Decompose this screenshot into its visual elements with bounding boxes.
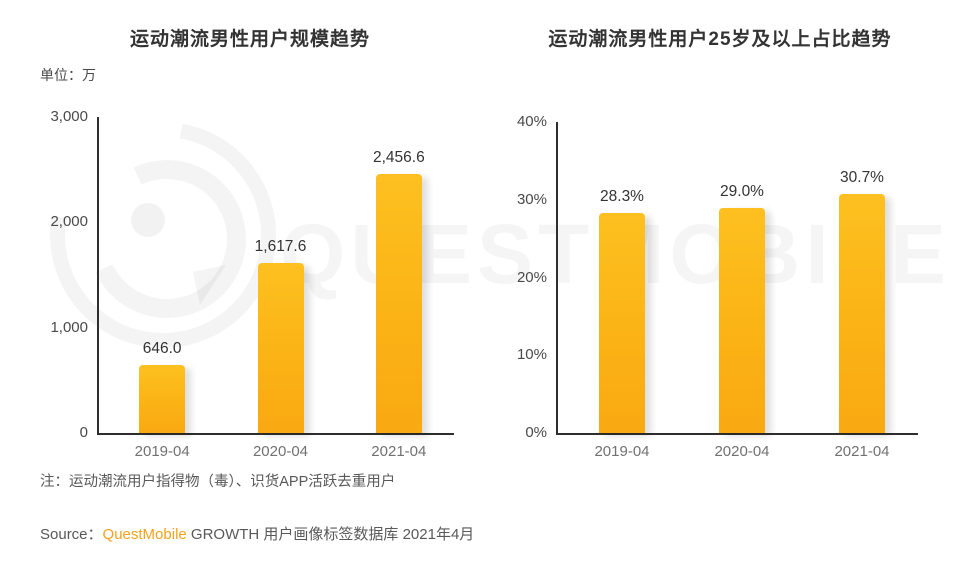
left-chart-title: 运动潮流男性用户规模趋势 [129, 29, 370, 50]
x-axis-category-label: 2021-04 [834, 443, 890, 460]
chart-note: 注：运动潮流用户指得物（毒）、识货APP活跃去重用户 [40, 474, 396, 490]
y-axis-tick-label: 1,000 [50, 318, 88, 336]
x-axis-category-label: 2020-04 [252, 443, 309, 460]
x-axis-category-label: 2019-04 [134, 443, 190, 460]
source-suffix: GROWTH 用户画像标签数据库 2021年4月 [186, 526, 475, 543]
bar-2019-04 [599, 213, 645, 433]
bar-2020-04 [257, 263, 304, 433]
bar-2020-04 [719, 208, 765, 433]
source-prefix: Source： [40, 526, 103, 543]
bar-2021-04 [839, 194, 885, 433]
bar-value-label: 28.3% [600, 188, 644, 205]
y-axis-tick-label: 0% [525, 424, 547, 441]
right-chart-title: 运动潮流男性用户25岁及以上占比趋势 [548, 29, 892, 50]
y-axis-tick-label: 0 [79, 424, 88, 441]
y-axis-tick-label: 10% [516, 346, 547, 364]
bar-value-label: 2,456.6 [372, 149, 425, 166]
y-axis-tick-label: 30% [516, 190, 547, 208]
source-brand: QuestMobile [102, 526, 187, 543]
bar-2019-04 [139, 365, 186, 433]
x-axis-category-label: 2021-04 [371, 443, 427, 460]
y-axis-tick-label: 3,000 [50, 108, 88, 125]
bar-value-label: 1,617.6 [254, 238, 307, 255]
bar-value-label: 646.0 [142, 340, 182, 357]
bar-2021-04 [375, 174, 422, 433]
y-axis-tick-label: 40% [516, 113, 547, 130]
y-axis-tick-label: 2,000 [50, 213, 88, 231]
source-line: Source：QuestMobile GROWTH 用户画像标签数据库 2021… [40, 523, 474, 544]
left-bar-chart-plot: 0 1,000 2,000 3,000 646.0 2019-04 1,617.6 2020-… [50, 108, 454, 460]
bar-value-label: 29.0% [720, 183, 764, 200]
y-axis-tick-label: 20% [516, 268, 547, 286]
left-chart-unit-label: 单位：万 [40, 67, 96, 83]
x-axis-category-label: 2019-04 [594, 443, 650, 460]
bar-value-label: 30.7% [840, 169, 884, 186]
x-axis-category-label: 2020-04 [714, 443, 770, 460]
right-bar-chart-plot: 0% 10% 20% 30% 40% 28.3% 2019-04 29.0% 2020-04 30… [517, 113, 918, 460]
